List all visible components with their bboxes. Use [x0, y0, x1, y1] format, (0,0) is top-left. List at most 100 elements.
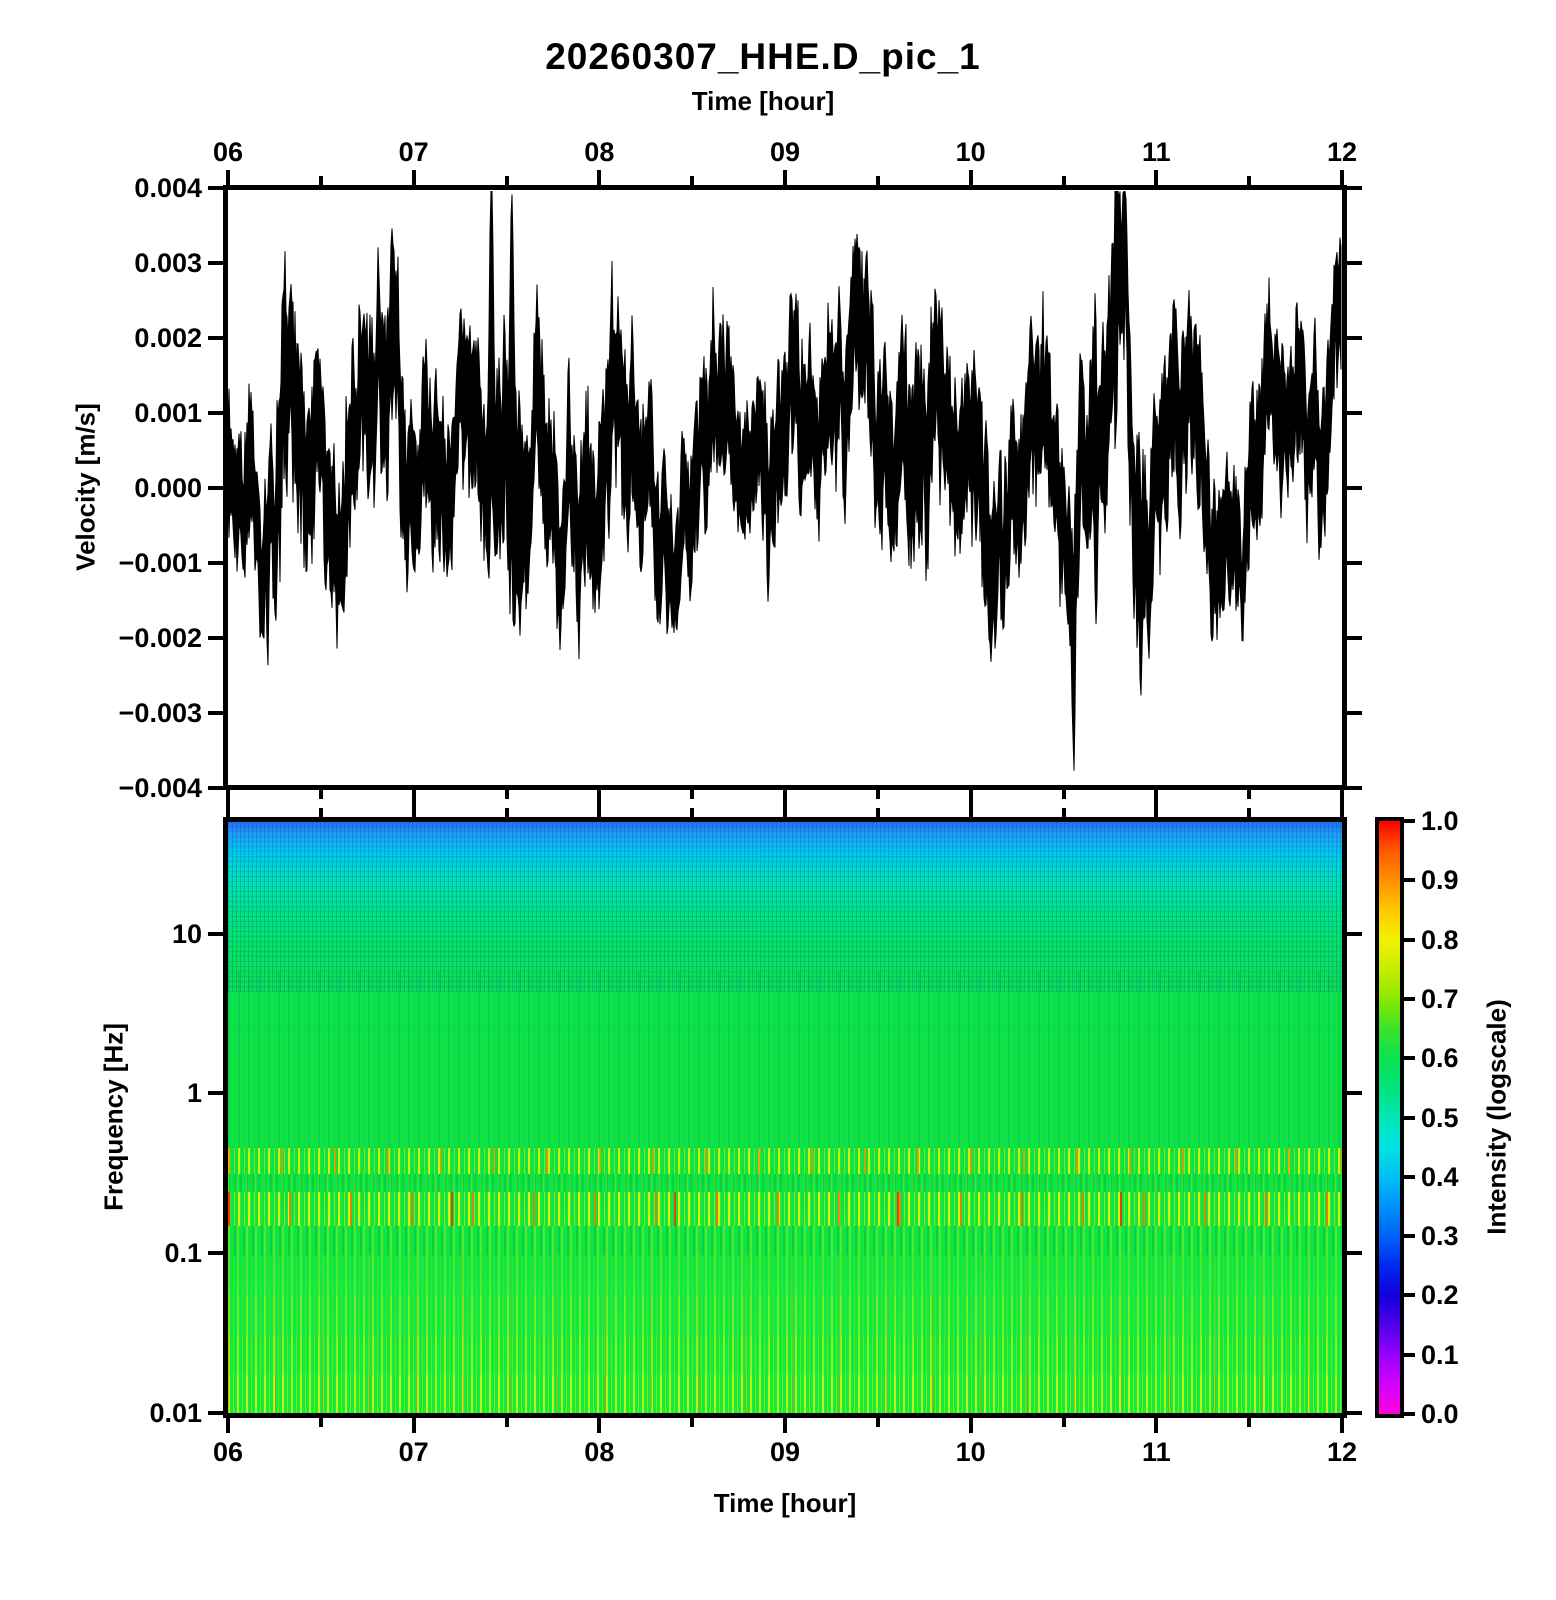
x-minor-tick	[318, 808, 323, 817]
colorbar-tick	[1404, 878, 1415, 883]
top-axis-title: Time [hour]	[691, 86, 835, 116]
x-major-tick	[411, 790, 416, 805]
x-tick-label-top: 12	[1326, 137, 1358, 167]
colorbar-tick	[1404, 1056, 1415, 1061]
x-minor-tick	[875, 1418, 880, 1427]
page-title: 20260307_HHE.D_pic_1	[545, 36, 981, 77]
x-major-tick	[1154, 1418, 1159, 1433]
microseism-band-upper	[228, 1148, 1342, 1174]
velocity-tick	[208, 635, 223, 640]
colorbar-tick-label: 0.3	[1421, 1221, 1459, 1252]
colorbar-tick-label: 0.7	[1421, 983, 1459, 1014]
velocity-tick	[208, 335, 223, 340]
colorbar-tick-label: 0.9	[1421, 865, 1459, 896]
x-major-tick	[226, 790, 230, 805]
frequency-tick-label: 0.1	[164, 1238, 202, 1269]
frequency-tick-label: 1	[186, 1078, 202, 1109]
frequency-tick	[208, 1251, 223, 1256]
x-tick-label-top: 08	[584, 137, 615, 167]
lowfreq-stripe-ramp-1	[228, 1255, 1342, 1295]
x-tick-label-bottom: 09	[769, 1437, 801, 1467]
velocity-tick	[208, 185, 223, 190]
colorbar-tick	[1404, 1352, 1415, 1357]
velocity-tick	[1347, 185, 1362, 190]
x-minor-tick	[1247, 176, 1252, 185]
x-minor-tick	[1061, 790, 1066, 799]
x-major-tick	[1340, 170, 1344, 185]
velocity-tick	[208, 410, 223, 415]
x-minor-tick	[504, 1418, 509, 1427]
lowfreq-stripe-ramp-4	[228, 1375, 1342, 1413]
velocity-tick	[1347, 560, 1362, 565]
x-minor-tick	[690, 790, 695, 799]
spectrogram-faint-stripes	[228, 972, 1342, 1148]
velocity-tick	[1347, 710, 1362, 715]
x-major-tick	[968, 790, 973, 805]
colorbar-tick	[1404, 1234, 1415, 1239]
x-tick-label-bottom: 07	[398, 1437, 429, 1467]
colorbar-label: Intensity (logscale)	[1481, 999, 1512, 1235]
x-minor-tick	[318, 1418, 323, 1427]
velocity-tick	[1347, 785, 1362, 790]
colorbar-tick-label: 0.5	[1421, 1102, 1459, 1133]
velocity-tick	[208, 485, 223, 490]
microseism-band-lower	[228, 1192, 1342, 1226]
x-minor-tick	[318, 176, 323, 185]
x-major-tick	[1154, 802, 1159, 817]
x-minor-tick	[875, 808, 880, 817]
x-minor-tick	[875, 790, 880, 799]
frequency-tick	[1347, 931, 1362, 936]
x-major-tick	[411, 802, 416, 817]
x-minor-tick	[504, 176, 509, 185]
x-major-tick	[1154, 170, 1159, 185]
x-major-tick	[968, 170, 973, 185]
waveform-plot	[223, 185, 1347, 790]
x-tick-label-bottom: 12	[1326, 1437, 1358, 1467]
velocity-tick	[208, 785, 223, 790]
x-major-tick	[783, 790, 787, 805]
velocity-tick-label: 0.003	[134, 247, 202, 278]
bottom-axis-title: Time [hour]	[713, 1488, 857, 1518]
x-tick-label-top: 06	[212, 137, 244, 167]
x-minor-tick	[318, 790, 323, 799]
colorbar-tick-label: 0.0	[1421, 1399, 1459, 1429]
colorbar-tick	[1404, 1293, 1415, 1298]
x-minor-tick	[1247, 808, 1252, 817]
frequency-tick-label: 0.01	[149, 1398, 202, 1428]
velocity-tick	[1347, 485, 1362, 490]
velocity-tick-label: 0.004	[134, 172, 202, 203]
x-minor-tick	[504, 790, 509, 799]
x-major-tick	[597, 170, 602, 185]
spectrogram-low-stripes	[228, 1226, 1342, 1255]
x-major-tick	[1340, 1418, 1344, 1433]
x-tick-label-top: 11	[1142, 137, 1171, 167]
x-minor-tick	[1247, 790, 1252, 799]
x-minor-tick	[1061, 176, 1066, 185]
x-major-tick	[597, 802, 602, 817]
velocity-tick	[208, 710, 223, 715]
x-major-tick	[1154, 790, 1159, 805]
colorbar-tick-label: 0.6	[1421, 1043, 1459, 1074]
x-tick-label-top: 07	[398, 137, 429, 167]
x-major-tick	[1340, 790, 1344, 805]
x-tick-label-bottom: 11	[1142, 1437, 1171, 1467]
seismic-trace	[228, 191, 1342, 771]
x-minor-tick	[1247, 1418, 1252, 1427]
x-tick-label-bottom: 10	[955, 1437, 986, 1467]
colorbar-tick	[1404, 1412, 1415, 1416]
lowfreq-stripe-ramp-3	[228, 1335, 1342, 1375]
seismic-trace-path	[228, 191, 1342, 771]
velocity-tick-label: −0.002	[118, 622, 202, 653]
frequency-tick	[208, 1411, 223, 1415]
spectrogram-plot	[223, 817, 1347, 1418]
frequency-tick	[1347, 1251, 1362, 1256]
x-major-tick	[783, 802, 787, 817]
velocity-tick-label: −0.001	[118, 547, 202, 578]
frequency-axis-label: Frequency [Hz]	[98, 1023, 129, 1211]
colorbar-tick	[1404, 996, 1415, 1001]
lowfreq-stripe-ramp-2	[228, 1295, 1342, 1335]
x-major-tick	[411, 1418, 416, 1433]
colorbar-tick	[1404, 819, 1415, 823]
x-minor-tick	[504, 808, 509, 817]
x-minor-tick	[690, 1418, 695, 1427]
